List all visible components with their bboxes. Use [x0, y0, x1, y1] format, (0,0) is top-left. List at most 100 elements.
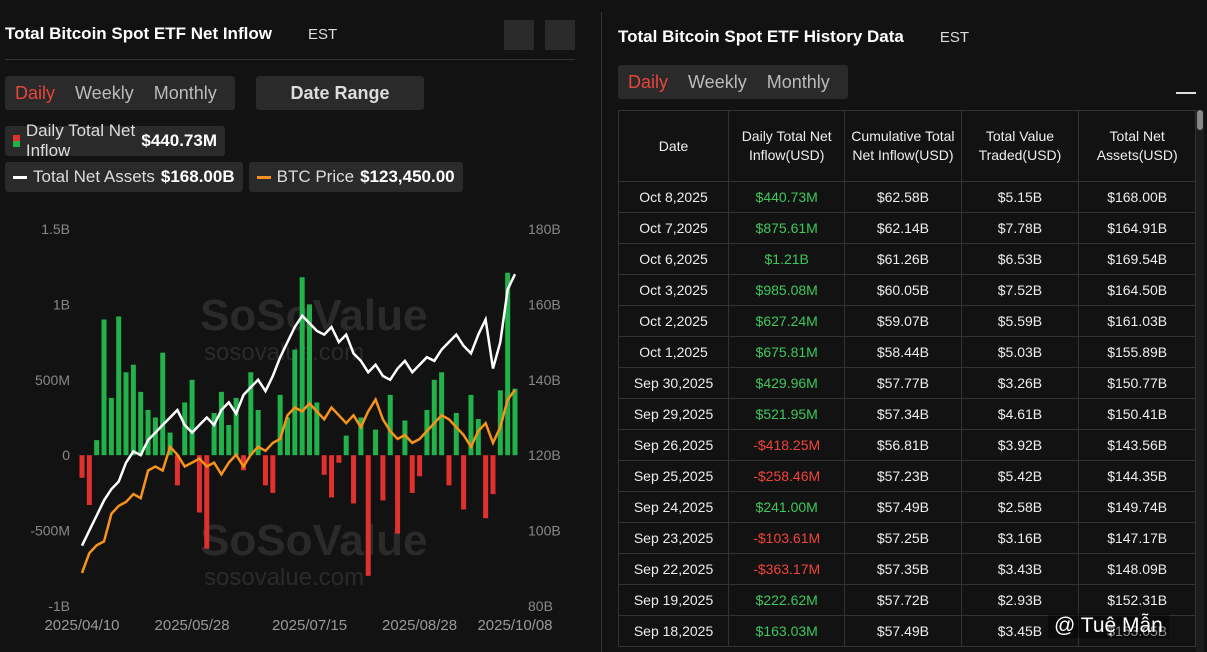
tab[interactable]: Daily — [628, 71, 669, 92]
table-cell: $875.61M — [728, 212, 846, 244]
table-cell: $6.53B — [960, 243, 1080, 275]
table-cell: $2.58B — [960, 491, 1080, 523]
bar — [490, 455, 496, 495]
y-tick-label: 80B — [528, 598, 553, 614]
legend-value: $168.00B — [160, 167, 235, 186]
bar — [174, 455, 180, 486]
legend-item: Daily Total Net Inflow $440.73M — [5, 121, 225, 160]
table-cell: $164.50B — [1078, 274, 1196, 306]
table-cell: $150.41B — [1078, 398, 1196, 430]
tab[interactable]: Monthly — [153, 82, 217, 103]
bar — [358, 417, 364, 456]
date-range[interactable]: Date Range — [290, 82, 390, 103]
download-button[interactable] — [1176, 72, 1196, 94]
table-cell: $144.35B — [1078, 460, 1196, 492]
legend-name: Daily Total Net Inflow — [25, 121, 136, 160]
bar — [94, 440, 100, 456]
fullscreen-button[interactable] — [504, 20, 534, 50]
table-cell: $57.77B — [844, 367, 962, 399]
table-cell: $3.26B — [960, 367, 1080, 399]
scrollbar — [1196, 110, 1204, 652]
table-cell: $4.61B — [960, 398, 1080, 430]
legend-swatch — [13, 175, 27, 179]
bar — [365, 455, 371, 576]
column-header: Cumulative Total Net Inflow(USD) — [844, 110, 962, 182]
table-cell: $168.00B — [1078, 181, 1196, 213]
bar — [79, 455, 85, 478]
table-cell: -$258.46M — [728, 460, 846, 492]
table-cell: $62.58B — [844, 181, 962, 213]
bar — [240, 455, 246, 471]
tab[interactable]: Weekly — [75, 82, 134, 103]
scroll-thumb[interactable] — [1197, 110, 1203, 130]
y-tick-label: 100B — [528, 523, 561, 539]
date-range-button[interactable]: Date Range — [256, 76, 424, 110]
bar — [196, 455, 202, 513]
y-tick-label: 1.5B — [41, 221, 70, 237]
bar — [189, 379, 195, 456]
bar — [307, 304, 313, 456]
bar — [468, 394, 474, 456]
bar — [343, 435, 349, 456]
bar — [431, 379, 437, 456]
table-cell: Sep 23,2025 — [617, 522, 730, 554]
table-cell: $58.44B — [844, 336, 962, 368]
divider — [5, 59, 575, 60]
table-cell: $985.08M — [728, 274, 846, 306]
table-cell: $7.78B — [960, 212, 1080, 244]
legend-swatch — [13, 135, 20, 147]
chart: SoSoValuesosovalue.comSoSoValuesosovalue… — [30, 221, 561, 634]
bar — [160, 352, 166, 456]
right-timezone: EST — [939, 28, 970, 46]
left-title: Total Bitcoin Spot ETF Net Inflow — [5, 24, 272, 43]
watermark-logo: SoSoValue — [200, 291, 427, 340]
tab[interactable]: Monthly — [766, 71, 830, 92]
tab[interactable]: Weekly — [688, 71, 747, 92]
y-tick-label: 0 — [62, 447, 70, 463]
y-tick-label: 180B — [528, 221, 561, 237]
legend-item: Total Net Assets $168.00B — [5, 162, 243, 192]
table-cell: $57.49B — [844, 615, 962, 647]
table-cell: Sep 30,2025 — [617, 367, 730, 399]
bar — [395, 455, 401, 534]
bar — [380, 455, 386, 501]
table-row: Sep 24,2025 $241.00M $57.49B $2.58B $149.74B — [617, 491, 1196, 523]
right-header: Total Bitcoin Spot ETF History Data EST — [618, 27, 969, 47]
bar — [101, 319, 107, 456]
panel-divider — [601, 12, 602, 652]
table-cell: $161.03B — [1078, 305, 1196, 337]
watermark-logo: SoSoValue — [200, 516, 427, 565]
x-tick-label: 2025/04/10 — [44, 617, 119, 634]
x-tick-label: 2025/08/28 — [382, 617, 457, 634]
bar — [299, 277, 305, 456]
column-header: Date — [617, 110, 730, 182]
legend-item: BTC Price $123,450.00 — [248, 162, 463, 192]
table-cell: $5.59B — [960, 305, 1080, 337]
table-cell: -$363.17M — [728, 553, 846, 585]
bar — [130, 364, 136, 456]
watermark-url: sosovalue.com — [204, 339, 364, 366]
left-timezone: EST — [307, 25, 338, 43]
table-cell: $59.07B — [844, 305, 962, 337]
bar — [138, 391, 144, 456]
bar — [255, 409, 261, 456]
y-tick-label: 160B — [528, 296, 561, 312]
bar — [182, 402, 188, 456]
table-cell: $3.43B — [960, 553, 1080, 585]
legend-name: BTC Price — [276, 167, 355, 186]
table-row: Sep 30,2025 $429.96M $57.77B $3.26B $150.77B — [617, 367, 1196, 399]
table-cell: -$103.61M — [728, 522, 846, 554]
bar — [277, 394, 283, 456]
share-button[interactable] — [545, 20, 575, 50]
table-cell: $57.23B — [844, 460, 962, 492]
tab[interactable]: Daily — [15, 82, 56, 103]
bar — [336, 455, 342, 463]
bar — [446, 455, 452, 486]
bar — [417, 455, 423, 477]
table-cell: Oct 8,2025 — [617, 181, 730, 213]
table-row: Oct 2,2025 $627.24M $59.07B $5.59B $161.03B — [617, 305, 1196, 337]
legend-value: $123,450.00 — [360, 167, 455, 186]
table-cell: $56.81B — [844, 429, 962, 461]
bar — [116, 316, 122, 456]
right-tabs: Daily Weekly Monthly — [618, 65, 848, 99]
